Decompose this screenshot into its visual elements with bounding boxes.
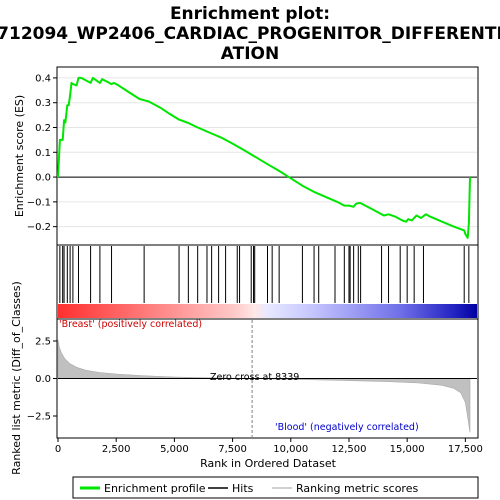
chart-title-line-2: 712094_WP2406_CARDIAC_PROGENITOR_DIFFERE… — [0, 24, 500, 44]
ranking-color-bar — [58, 304, 477, 318]
hit-markers — [59, 246, 470, 303]
es-y-tick-label: 0.3 — [35, 98, 51, 109]
x-tick-label: 15,000 — [390, 444, 425, 455]
legend: Enrichment profile Hits Ranking metric s… — [72, 476, 479, 499]
es-y-tick-label: 0.2 — [35, 123, 51, 134]
x-tick-label: 12,500 — [331, 444, 366, 455]
metric-y-ticks: −2.5 0.0 2.5 — [27, 337, 57, 423]
zero-cross-label: Zero cross at 8339 — [210, 372, 299, 383]
es-y-axis-label: Enrichment score (ES) — [13, 95, 26, 217]
x-tick-label: 5,000 — [160, 444, 189, 455]
es-panel-frame — [56, 66, 479, 246]
metric-y-axis-label: Ranked list metric (Diff_of_Classes) — [10, 281, 23, 475]
es-series-line — [57, 76, 471, 239]
positive-class-label: 'Breast' (positively correlated) — [59, 319, 202, 330]
x-tick-label: 17,500 — [448, 444, 483, 455]
chart-title-line-3: ATION — [221, 44, 279, 64]
legend-label-enrichment-profile: Enrichment profile — [104, 482, 206, 495]
x-ticks: 0 2,500 5,000 7,500 10,000 12,500 15,000 17,500 — [55, 438, 483, 455]
es-y-tick-label: 0.4 — [35, 73, 51, 84]
chart-title-line-1: Enrichment plot: — [170, 4, 330, 24]
metric-y-tick-label: 0.0 — [35, 374, 51, 385]
legend-label-ranking-metric-scores: Ranking metric scores — [296, 482, 418, 495]
es-y-tick-label: 0.0 — [35, 173, 51, 184]
x-tick-label: 2,500 — [102, 444, 131, 455]
x-axis-label: Rank in Ordered Dataset — [200, 457, 337, 470]
x-tick-label: 0 — [55, 444, 61, 455]
es-y-tick-label: −0.2 — [27, 222, 51, 233]
legend-label-hits: Hits — [232, 482, 254, 495]
es-y-tick-label: −0.1 — [27, 197, 51, 208]
x-tick-label: 7,500 — [218, 444, 247, 455]
es-y-tick-label: 0.1 — [35, 148, 51, 159]
x-tick-label: 10,000 — [273, 444, 308, 455]
metric-y-tick-label: 2.5 — [35, 337, 51, 348]
negative-class-label: 'Blood' (negatively correlated) — [275, 422, 419, 433]
es-y-ticks: −0.2 −0.1 0.0 0.1 0.2 0.3 0.4 — [27, 73, 57, 233]
metric-y-tick-label: −2.5 — [27, 412, 51, 423]
